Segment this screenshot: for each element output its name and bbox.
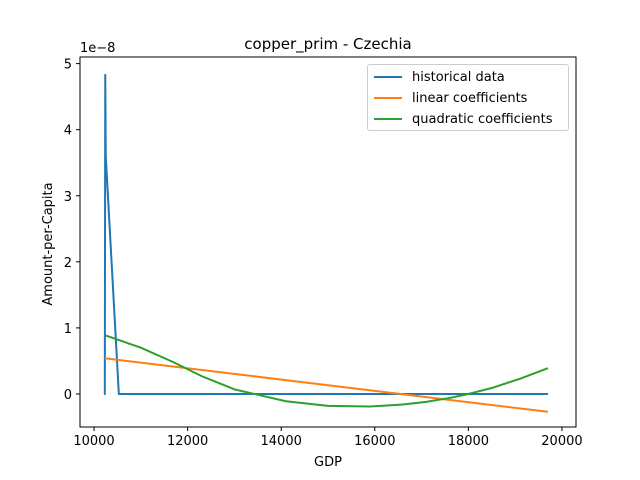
series-line-2 [104,334,549,408]
x-tick-label-4: 18000 [448,434,489,449]
chart-title: copper_prim - Czechia [244,35,411,54]
x-tick-label-5: 20000 [541,434,582,449]
y-axis-label: Amount-per-Capita [41,182,56,305]
legend-label-linear: linear coefficients [412,90,528,106]
legend: historical data linear coefficients quad… [367,64,569,131]
x-tick-label-1: 12000 [167,434,208,449]
legend-label-quadratic: quadratic coefficients [412,111,553,127]
y-tick-label-2: 2 [64,256,72,271]
y-tick-label-1: 1 [64,322,72,337]
plot-frame [79,56,577,428]
legend-swatch-quadratic [374,118,402,120]
x-tick-label-2: 14000 [261,434,302,449]
x-axis-label: GDP [314,455,342,470]
y-tick-label-5: 5 [64,58,72,73]
x-tick-label-0: 10000 [73,434,114,449]
plot-area: 10000 12000 14000 16000 18000 20000 0 1 2 3 4 5 [64,56,583,449]
series-line-1 [104,357,549,413]
y-multiplier-label: 1e−8 [80,41,115,56]
y-tick-label-4: 4 [64,124,72,139]
legend-label-historical: historical data [412,69,505,85]
legend-swatch-historical [374,76,402,78]
legend-item-quadratic: quadratic coefficients [374,110,553,128]
legend-item-historical: historical data [374,68,505,86]
y-tick-label-0: 0 [64,388,72,403]
legend-swatch-linear [374,97,402,99]
x-tick-label-3: 16000 [354,434,395,449]
legend-item-linear: linear coefficients [374,89,527,107]
y-tick-label-3: 3 [64,190,72,205]
series-line-0 [103,73,548,395]
